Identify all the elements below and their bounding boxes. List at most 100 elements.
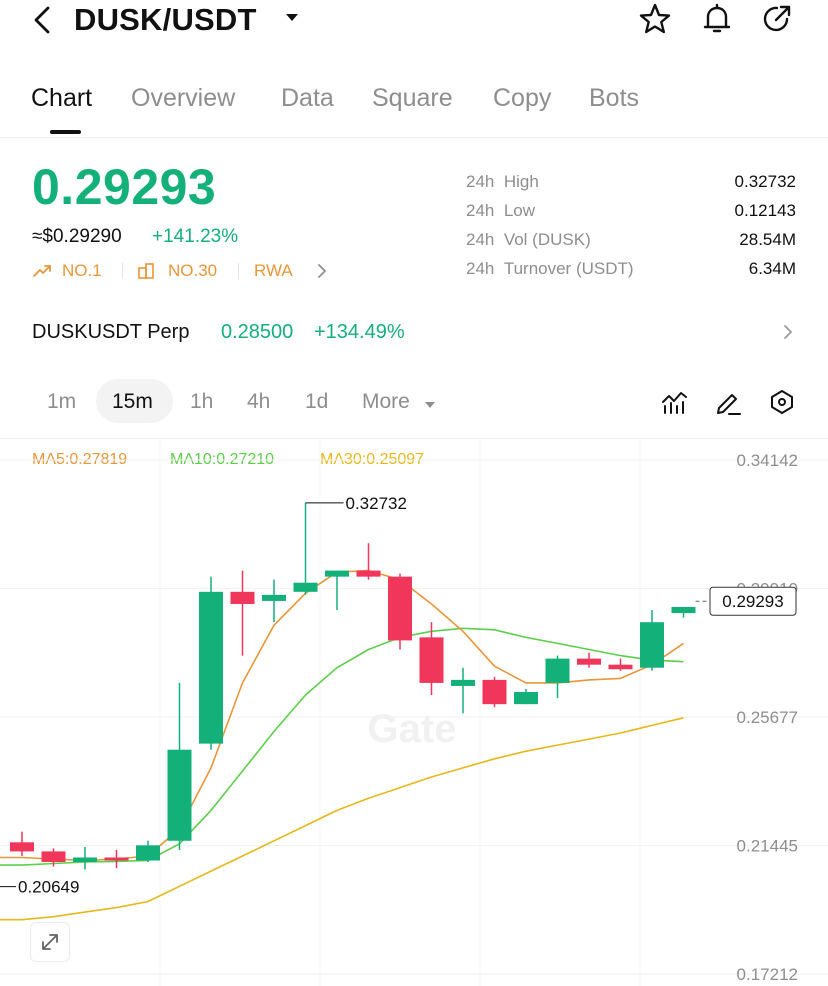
stat-period: 24h: [466, 172, 495, 191]
candle-body: [167, 749, 192, 841]
tag-separator: [238, 263, 239, 279]
perp-arrow[interactable]: [780, 322, 796, 342]
candles: [10, 502, 696, 870]
favorite-button[interactable]: [638, 2, 672, 36]
candle-body: [640, 622, 664, 668]
timeframe-4h[interactable]: 4h: [247, 390, 271, 413]
divider: [0, 137, 828, 138]
y-tick-label: 0.34142: [737, 451, 798, 470]
tab-copy[interactable]: Copy: [493, 84, 552, 112]
fullscreen-button[interactable]: [30, 922, 70, 962]
candle-body: [41, 851, 66, 863]
tag-separator: [122, 263, 123, 279]
timeframe-1m[interactable]: 1m: [47, 390, 77, 413]
candle-body: [577, 658, 601, 665]
candle: [325, 570, 349, 611]
candle: [199, 576, 223, 750]
candle: [356, 543, 381, 580]
candle-body: [325, 570, 349, 577]
draw-button[interactable]: [714, 388, 742, 416]
stat-low-label: 24h Low: [466, 201, 535, 221]
price-change: +141.23%: [152, 226, 239, 247]
active-tab-indicator: [50, 130, 81, 134]
settings-button[interactable]: [768, 388, 796, 416]
candle: [136, 840, 160, 863]
alert-button[interactable]: [700, 2, 734, 36]
candle-body: [230, 591, 255, 604]
stat-vol-label: 24h Vol (DUSK): [466, 230, 591, 250]
stat-low-value: 0.12143: [734, 201, 796, 220]
candle-body: [104, 857, 129, 861]
indicators-button[interactable]: [660, 388, 688, 416]
stat-name: Turnover (USDT): [503, 259, 634, 278]
stat-period: 24h: [466, 259, 495, 278]
candle: [41, 848, 66, 867]
star-icon: [639, 3, 671, 34]
candlestick-chart[interactable]: Gate 0.341420.299100.256770.214450.17212…: [0, 439, 828, 986]
tab-square[interactable]: Square: [372, 84, 453, 112]
candle-body: [419, 637, 444, 683]
timeframe-more[interactable]: More: [362, 390, 410, 413]
current-price-box: [709, 586, 797, 616]
candle-body: [10, 842, 34, 852]
ma-lines: [0, 569, 684, 921]
y-tick-label: 0.17212: [737, 965, 798, 984]
watermark-logo: Gate: [368, 707, 457, 751]
pair-dropdown-button[interactable]: [282, 10, 302, 26]
stat-vol-value: 28.54M: [739, 230, 796, 249]
candle-body: [136, 845, 160, 861]
share-icon: [763, 5, 791, 32]
timeframe-1h[interactable]: 1h: [190, 390, 214, 413]
candle-body: [451, 679, 475, 686]
caret-down-icon: [425, 402, 435, 408]
candle: [608, 658, 633, 671]
candle: [293, 502, 318, 595]
tab-overview[interactable]: Overview: [131, 84, 236, 112]
ma5-line: [0, 569, 684, 862]
ma10-line: [0, 627, 684, 866]
perp-name[interactable]: DUSKUSDT Perp: [32, 321, 190, 343]
y-tick-label: 0.21445: [737, 836, 798, 855]
high-marker-label: 0.32732: [346, 494, 407, 513]
chevron-right-icon: [318, 264, 326, 278]
candle: [482, 676, 507, 708]
y-tick-label: 0.25677: [737, 708, 798, 727]
usd-price: ≈$0.29290: [32, 226, 122, 247]
stat-name: Vol (DUSK): [503, 230, 591, 249]
candle: [230, 570, 255, 656]
candle: [104, 849, 129, 869]
current-price-label: 0.29293: [722, 592, 783, 611]
candle-body: [388, 576, 412, 641]
bell-icon: [703, 3, 731, 33]
candle: [577, 652, 601, 668]
rank-tag-label: NO.1: [62, 261, 102, 280]
rwa-tag[interactable]: RWA: [254, 261, 293, 280]
candle-body: [73, 857, 97, 863]
tab-bots[interactable]: Bots: [589, 84, 640, 112]
timeframe-1d[interactable]: 1d: [305, 390, 329, 413]
tab-chart[interactable]: Chart: [31, 84, 93, 112]
back-button[interactable]: [28, 4, 58, 36]
candle-body: [545, 658, 570, 683]
stat-high-value: 0.32732: [734, 172, 796, 191]
candle-body: [199, 591, 223, 744]
main-tabs: Chart Overview Data Square Copy Bots: [0, 80, 828, 136]
candle: [514, 688, 538, 705]
timeframe-15m[interactable]: 15m: [112, 390, 153, 413]
candle-body: [514, 692, 538, 705]
candle: [671, 607, 696, 618]
candle-body: [356, 570, 381, 577]
ma30-line: [0, 717, 684, 921]
chart-bars-icon: [138, 263, 154, 279]
price-markers: 0.32732 0.20649 0.29293: [0, 494, 797, 897]
share-button[interactable]: [760, 2, 794, 36]
tab-data[interactable]: Data: [281, 84, 334, 112]
perp-price: 0.28500: [221, 321, 294, 343]
chevron-left-icon: [34, 6, 50, 34]
stat-high-label: 24h High: [466, 172, 539, 192]
tags-more-button[interactable]: [314, 262, 330, 280]
pair-title[interactable]: DUSK/USDT: [74, 2, 257, 37]
candle: [73, 846, 97, 870]
sector-tag-label: NO.30: [168, 261, 218, 280]
